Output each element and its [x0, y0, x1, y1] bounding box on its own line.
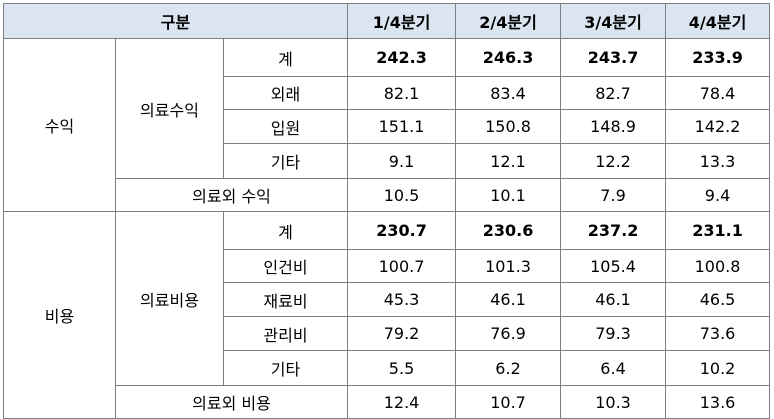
cell-value: 12.2	[560, 143, 667, 179]
row-label: 입원	[222, 109, 349, 144]
cell-value: 100.7	[347, 249, 457, 283]
expense-label: 비용	[3, 211, 116, 419]
cell-value: 7.9	[560, 178, 667, 212]
row-label: 계	[222, 38, 349, 77]
cell-value: 230.7	[347, 211, 457, 250]
cell-value: 10.5	[347, 178, 457, 212]
nonmedical-expense-label: 의료외 비용	[114, 385, 349, 419]
header-q3: 3/4분기	[560, 3, 667, 39]
cell-value: 10.1	[455, 178, 562, 212]
table-row: 의료외 비용 12.4 10.7 10.3 13.6	[4, 385, 771, 419]
cell-value: 101.3	[455, 249, 562, 283]
cell-value: 230.6	[455, 211, 562, 250]
cell-value: 231.1	[665, 211, 771, 250]
cell-value: 13.3	[665, 143, 771, 179]
cell-value: 10.2	[665, 350, 771, 386]
cell-value: 150.8	[455, 109, 562, 144]
row-label: 외래	[222, 76, 349, 110]
medical-revenue-label: 의료수익	[115, 38, 224, 179]
cell-value: 79.3	[560, 316, 667, 351]
cell-value: 6.2	[455, 350, 562, 386]
cell-value: 46.1	[455, 282, 562, 317]
cell-value: 83.4	[455, 76, 562, 110]
cell-value: 5.5	[347, 350, 457, 386]
table-row: 기타 9.1 12.1 12.2 13.3	[4, 143, 771, 179]
table-row: 인건비 100.7 101.3 105.4 100.8	[4, 249, 771, 283]
cell-value: 46.5	[665, 282, 771, 317]
cell-value: 9.1	[347, 143, 457, 179]
cell-value: 151.1	[347, 109, 457, 144]
table-row: 재료비 45.3 46.1 46.1 46.5	[4, 282, 771, 317]
cell-value: 142.2	[665, 109, 771, 144]
cell-value: 46.1	[560, 282, 667, 317]
header-row: 구분 1/4분기 2/4분기 3/4분기 4/4분기	[2, 3, 771, 39]
nonmedical-revenue-label: 의료외 수익	[114, 178, 349, 212]
row-label: 기타	[222, 350, 349, 386]
revenue-label: 수익	[3, 38, 116, 212]
table-row: 관리비 79.2 76.9 79.3 73.6	[4, 316, 771, 351]
cell-value: 12.1	[455, 143, 562, 179]
row-label: 계	[222, 211, 349, 250]
cell-value: 12.4	[347, 385, 457, 419]
cell-value: 148.9	[560, 109, 667, 144]
cell-value: 9.4	[665, 178, 771, 212]
table-row: 외래 82.1 83.4 82.7 78.4	[4, 76, 771, 110]
cell-value: 78.4	[665, 76, 771, 110]
cell-value: 233.9	[665, 38, 771, 77]
cell-value: 237.2	[560, 211, 667, 250]
header-q4: 4/4분기	[665, 3, 771, 39]
cell-value: 82.7	[560, 76, 667, 110]
row-label: 인건비	[222, 249, 349, 283]
cell-value: 13.6	[665, 385, 771, 419]
row-label: 관리비	[222, 316, 349, 351]
cell-value: 73.6	[665, 316, 771, 351]
cell-value: 10.7	[455, 385, 562, 419]
cell-value: 10.3	[560, 385, 667, 419]
cell-value: 100.8	[665, 249, 771, 283]
cell-value: 6.4	[560, 350, 667, 386]
table-row: 수익 의료수익 계 242.3 246.3 243.7 233.9	[3, 38, 771, 212]
cell-value: 105.4	[560, 249, 667, 283]
row-label: 기타	[222, 143, 349, 179]
cell-value: 243.7	[560, 38, 667, 77]
table-row: 입원 151.1 150.8 148.9 142.2	[4, 109, 771, 144]
cell-value: 45.3	[347, 282, 457, 317]
header-category: 구분	[2, 3, 349, 39]
cell-value: 79.2	[347, 316, 457, 351]
row-label: 재료비	[222, 282, 349, 317]
medical-expense-label: 의료비용	[115, 211, 224, 386]
table-row: 비용 의료비용 계 230.7 230.6 237.2 231.1	[3, 211, 771, 419]
cell-value: 242.3	[347, 38, 457, 77]
cell-value: 82.1	[347, 76, 457, 110]
quarterly-finance-table: 구분 1/4분기 2/4분기 3/4분기 4/4분기 수익 의료수익 계 242…	[2, 3, 771, 419]
cell-value: 246.3	[455, 38, 562, 77]
table-row: 의료외 수익 10.5 10.1 7.9 9.4	[4, 178, 771, 212]
header-q2: 2/4분기	[455, 3, 562, 39]
header-q1: 1/4분기	[347, 3, 457, 39]
cell-value: 76.9	[455, 316, 562, 351]
